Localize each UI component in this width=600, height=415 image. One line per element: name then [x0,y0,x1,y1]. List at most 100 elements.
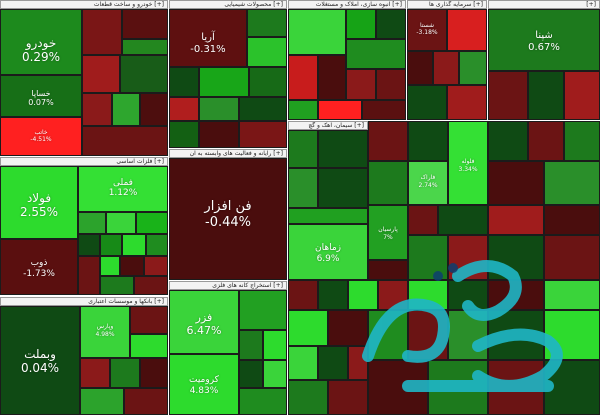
tile-cement-2[interactable] [318,130,368,168]
tile-shepna-2[interactable] [528,71,564,120]
tile-mine-4[interactable] [239,360,263,388]
tile-auto-small-1[interactable] [82,9,122,55]
tile-shasta[interactable]: شستا -3.18% [407,9,447,51]
tile-metal-10[interactable] [120,256,144,276]
tile-food-1[interactable] [368,121,408,161]
tile-mid-1[interactable] [488,121,528,161]
sector-header-refinery[interactable]: [+] [488,0,600,9]
tile-cement-3[interactable] [288,168,318,208]
tile-br-1[interactable] [288,280,318,310]
tile-bank-b2[interactable] [130,334,168,358]
tile-r3-8[interactable] [488,235,544,280]
tile-bank-5[interactable] [288,55,318,100]
tile-bank-6[interactable] [318,55,346,100]
tile-mine-1[interactable] [239,290,287,330]
tile-petro-small-6[interactable] [169,97,199,121]
tile-br-21[interactable] [368,360,428,415]
tile-mine-3[interactable] [263,330,287,360]
tile-petro-small-10[interactable] [199,121,239,148]
tile-br-2[interactable] [318,280,348,310]
tile-bank-10[interactable] [318,100,362,120]
tile-barsap[interactable]: پارسیان 7% [368,205,408,260]
tile-cement-1[interactable] [288,130,318,168]
tile-br-11[interactable] [408,280,448,310]
tile-br-18[interactable] [488,310,544,360]
tile-auto-small-7[interactable] [112,93,140,126]
tile-auto-small-9[interactable] [82,126,168,156]
tile-pharma-3[interactable] [433,51,459,85]
tile-br-23[interactable] [488,360,544,415]
tile-br-7[interactable] [318,346,348,380]
sector-header-computer[interactable]: رایانه و فعالیت های وابسته به آن [+] [169,149,287,158]
tile-petro-small-2[interactable] [247,37,287,67]
tile-metal-6[interactable] [122,234,146,256]
tile-br-13[interactable] [488,280,544,310]
tile-mine-2[interactable] [239,330,263,360]
tile-auto-small-5[interactable] [120,55,168,93]
tile-foolad[interactable]: فولاد 2.55% [0,166,78,239]
tile-pharma-2[interactable] [407,51,433,85]
sector-header-multi[interactable]: بانکها و موسسات اعتباری [+] [0,297,168,306]
tile-bank-11[interactable] [362,100,406,120]
tile-shepna[interactable]: شپنا 0.67% [488,9,600,71]
tile-auto-small-4[interactable] [82,55,120,93]
tile-br-6[interactable] [288,346,318,380]
tile-pharma-6[interactable] [447,85,487,120]
tile-mine-5[interactable] [263,360,287,388]
tile-food-3[interactable] [368,161,408,205]
tile-br-22[interactable] [428,360,488,415]
tile-bank-3[interactable] [376,9,406,39]
tile-metal-1[interactable] [78,212,106,234]
tile-bank-b7[interactable] [124,388,168,415]
tile-khsapa[interactable]: خساپا 0.07% [0,75,82,117]
tile-petro-small-3[interactable] [169,67,199,97]
tile-metal-9[interactable] [100,256,120,276]
tile-br-16[interactable] [408,310,448,360]
tile-zmahan-big[interactable]: زماهان 6.9% [288,224,368,280]
tile-br-4[interactable] [288,310,328,346]
tile-auto-small-2[interactable] [122,9,168,39]
tile-petro-small-1[interactable] [247,9,287,37]
tile-br-19[interactable] [544,310,600,360]
tile-metal-11[interactable] [144,256,168,276]
tile-bank-8[interactable] [376,69,406,100]
tile-auto-small-8[interactable] [140,93,168,126]
tile-auto-small-6[interactable] [82,93,112,126]
tile-bank-b3[interactable] [80,358,110,388]
tile-r3-9[interactable] [544,235,600,280]
tile-br-8[interactable] [288,380,328,415]
tile-br-24[interactable] [544,360,600,415]
tile-r3-5[interactable] [544,205,600,235]
tile-petro-small-5[interactable] [249,67,287,97]
tile-mid-4[interactable] [488,161,544,205]
tile-bank-2[interactable] [346,9,376,39]
tile-petro-small-7[interactable] [199,97,239,121]
tile-bank-b5[interactable] [140,358,168,388]
tile-pharma-4[interactable] [459,51,487,85]
tile-bank-7[interactable] [346,69,376,100]
tile-zob[interactable]: ذوب -1.73% [0,239,78,295]
tile-metal-12[interactable] [100,276,134,295]
tile-shepna-1[interactable] [488,71,528,120]
tile-metal-2[interactable] [106,212,136,234]
tile-cement-4[interactable] [318,168,368,208]
tile-auto-small-3[interactable] [122,39,168,55]
tile-shepna-3[interactable] [564,71,600,120]
tile-kroomit[interactable]: کرومیت 4.83% [169,354,239,415]
tile-metal-3[interactable] [136,212,168,234]
tile-pharma-1[interactable] [447,9,487,51]
sector-header-mining[interactable]: استخراج کانه های فلزی [+] [169,281,287,290]
tile-cement-5[interactable] [288,208,368,224]
tile-mid-2[interactable] [528,121,564,161]
tile-food-2[interactable] [408,121,448,161]
tile-bank-b1[interactable] [130,306,168,334]
tile-vpars[interactable]: وپارس 4.98% [80,306,130,358]
tile-petro-small-11[interactable] [239,121,287,148]
tile-metal-4[interactable] [78,234,100,256]
tile-r3-6[interactable] [408,235,448,280]
sector-header-pharma[interactable]: سرمایه گذاری ها [+] [407,0,487,9]
tile-petro-small-8[interactable] [239,97,287,121]
tile-fazar[interactable]: فزر 6.47% [169,290,239,354]
tile-r3-3[interactable] [438,205,488,235]
tile-br-3[interactable] [348,280,378,310]
